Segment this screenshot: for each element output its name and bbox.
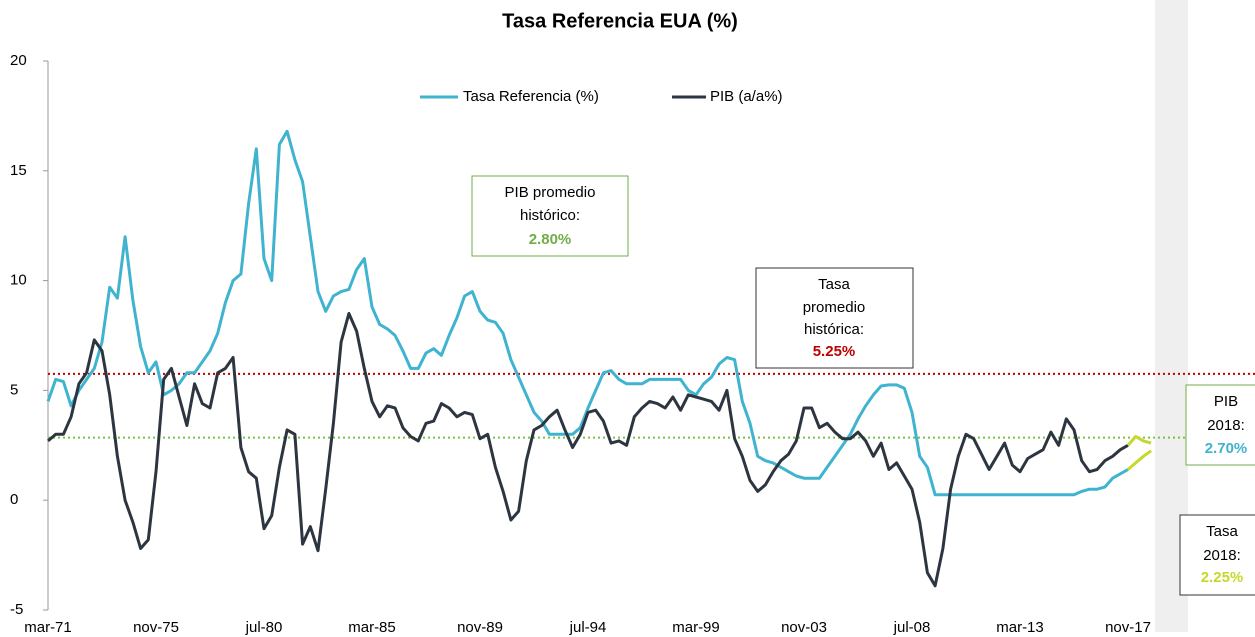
annotation-box: [1185, 384, 1255, 466]
annotation-box: [1179, 514, 1255, 596]
annotation-text: Tasa: [1206, 523, 1238, 540]
annotation-value: 2.80%: [529, 231, 572, 248]
x-tick-label: mar-99: [672, 619, 720, 636]
x-tick-label: mar-71: [24, 619, 72, 636]
x-tick-label: mar-13: [996, 619, 1044, 636]
x-tick-label: mar-85: [348, 619, 396, 636]
y-tick-label: 5: [10, 381, 18, 398]
annotation-text: PIB: [1214, 393, 1238, 410]
annotation-value: 2.70%: [1205, 440, 1248, 457]
annotation-box: [471, 175, 629, 257]
y-tick-label: 0: [10, 491, 18, 508]
x-tick-label: jul-80: [245, 619, 283, 636]
x-tick-label: nov-17: [1105, 619, 1151, 636]
annotation-text: 2018:: [1207, 417, 1245, 434]
annotation-value: 5.25%: [813, 343, 856, 360]
annotation-text: PIB promedio: [505, 184, 596, 201]
y-tick-label: 15: [10, 162, 27, 179]
legend-label: PIB (a/a%): [710, 88, 783, 105]
x-tick-label: nov-89: [457, 619, 503, 636]
x-tick-label: jul-08: [893, 619, 931, 636]
x-tick-label: nov-03: [781, 619, 827, 636]
x-tick-label: jul-94: [569, 619, 607, 636]
annotation-text: 2018:: [1203, 547, 1241, 564]
projection-line: [1126, 435, 1152, 447]
annotation-text: Tasa: [818, 276, 850, 293]
y-tick-label: -5: [10, 601, 23, 618]
annotation-text: histórico:: [520, 207, 580, 224]
projection-line: [1127, 449, 1152, 471]
x-tick-label: nov-75: [133, 619, 179, 636]
annotation-text: promedio: [803, 299, 866, 316]
chart-title: Tasa Referencia EUA (%): [502, 10, 738, 32]
legend-label: Tasa Referencia (%): [463, 88, 599, 105]
series-line: [47, 312, 1129, 588]
series-line: [46, 129, 1129, 497]
y-tick-label: 20: [10, 52, 27, 69]
annotation-text: histórica:: [804, 321, 864, 338]
annotation-value: 2.25%: [1201, 569, 1244, 586]
y-tick-label: 10: [10, 272, 27, 289]
annotation-box: [755, 267, 914, 369]
